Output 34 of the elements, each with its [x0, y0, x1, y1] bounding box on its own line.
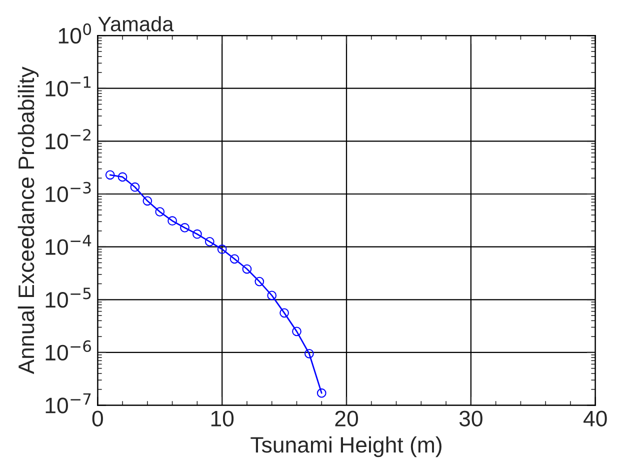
point — [254, 276, 264, 286]
point — [142, 196, 152, 206]
point — [168, 216, 177, 226]
point — [217, 244, 227, 254]
x-tick-label: 10 — [211, 410, 234, 426]
y-tick-label: 10$^{−1}$ — [46, 76, 91, 96]
x-tick-label: 30 — [459, 410, 482, 426]
y-tick-label: 10$^{−6}$ — [46, 340, 92, 361]
point — [180, 223, 190, 232]
point — [230, 254, 240, 264]
y-tick-label: 10$^{−3}$ — [46, 182, 91, 202]
y-tick-label: 10$^{−2}$ — [46, 129, 90, 150]
y-axis-title: Annual Exceedance Probability — [18, 66, 39, 374]
point — [292, 326, 302, 336]
x-tick-label: 0 — [92, 410, 103, 426]
point — [192, 229, 202, 239]
point — [242, 264, 252, 274]
chart-title: Yamada — [98, 16, 174, 32]
point — [130, 182, 140, 192]
y-tick-label: 10$^{0}$ — [58, 23, 92, 44]
point — [118, 172, 128, 182]
x-tick-label: 40 — [584, 410, 607, 426]
point — [105, 170, 115, 180]
point — [267, 290, 277, 300]
point — [204, 237, 214, 246]
point — [155, 207, 165, 216]
point — [304, 348, 314, 358]
x-axis-title: Tsunami Height (m) — [250, 436, 442, 458]
x-tick-label: 20 — [335, 410, 358, 426]
y-tick-label: 10$^{−5}$ — [46, 288, 91, 308]
point — [280, 308, 289, 318]
y-tick-label: 10$^{−4}$ — [46, 234, 92, 255]
y-tick-label: 10$^{−7}$ — [46, 393, 91, 414]
point — [316, 388, 326, 398]
